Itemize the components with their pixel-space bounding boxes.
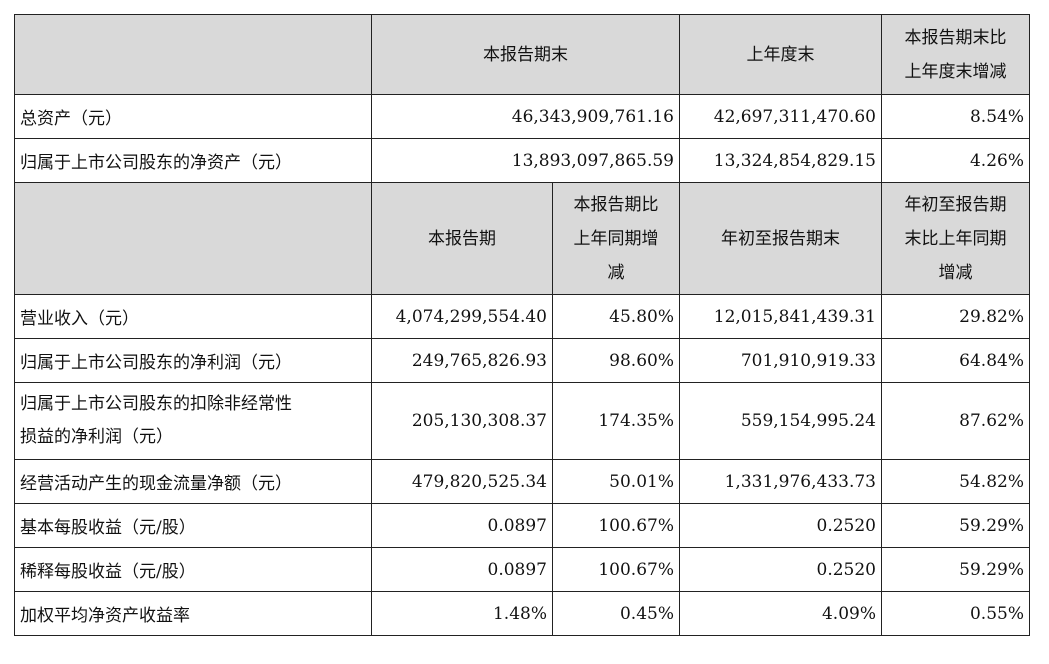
cell-ytd: 12,015,841,439.31 [679, 294, 882, 339]
header-period-change-line1: 本报告期比 [573, 194, 659, 215]
row-label-line1: 归属于上市公司股东的扣除非经常性 [20, 394, 292, 414]
cell-ytd-change: 59.29% [881, 503, 1030, 548]
header-period-end: 本报告期末 [371, 14, 680, 95]
header-ytd-change: 年初至报告期 末比上年同期 增减 [881, 182, 1030, 295]
header-blank-cell [14, 182, 372, 295]
header-ytd-change-line2: 末比上年同期 [904, 228, 1007, 249]
row-label: 归属于上市公司股东的扣除非经常性 损益的净利润（元） [14, 382, 372, 460]
cell-ytd: 0.2520 [679, 503, 882, 548]
header-ytd-change-line1: 年初至报告期 [904, 194, 1007, 215]
cell-period-change: 50.01% [552, 459, 680, 504]
cell-period: 0.0897 [371, 503, 553, 548]
row-label: 经营活动产生的现金流量净额（元） [14, 459, 372, 504]
cell-period: 0.0897 [371, 547, 553, 592]
row-label-line2: 损益的净利润（元） [20, 427, 173, 447]
cell-prior-year-end: 42,697,311,470.60 [679, 94, 882, 139]
cell-period-end: 13,893,097,865.59 [371, 138, 680, 183]
cell-period-change: 0.45% [552, 591, 680, 636]
table-row: 稀释每股收益（元/股） 0.0897 100.67% 0.2520 59.29% [14, 547, 1030, 592]
cell-ytd: 559,154,995.24 [679, 382, 882, 460]
cell-ytd-change: 54.82% [881, 459, 1030, 504]
header-period-change-line2: 上年同期增 [573, 228, 659, 249]
cell-ytd: 1,331,976,433.73 [679, 459, 882, 504]
cell-period-change: 174.35% [552, 382, 680, 460]
header-prior-year-end: 上年度末 [679, 14, 882, 95]
cell-prior-year-end: 13,324,854,829.15 [679, 138, 882, 183]
cell-ytd: 0.2520 [679, 547, 882, 592]
cell-change: 8.54% [881, 94, 1030, 139]
header-ytd-change-line3: 增减 [938, 262, 973, 283]
cell-ytd-change: 87.62% [881, 382, 1030, 460]
table-row: 归属于上市公司股东的净利润（元） 249,765,826.93 98.60% 7… [14, 338, 1030, 383]
table-header-row-income: 本报告期 本报告期比 上年同期增 减 年初至报告期末 年初至报告期 末比上年同期… [14, 182, 1030, 295]
table-header-row-balance: 本报告期末 上年度末 本报告期末比 上年度末增减 [14, 14, 1030, 95]
row-label: 总资产（元） [14, 94, 372, 139]
header-ytd: 年初至报告期末 [679, 182, 882, 295]
header-blank-cell [14, 14, 372, 95]
row-label: 归属于上市公司股东的净资产（元） [14, 138, 372, 183]
table-row: 归属于上市公司股东的扣除非经常性 损益的净利润（元） 205,130,308.3… [14, 382, 1030, 460]
header-period-change-line3: 减 [607, 262, 625, 283]
cell-ytd-change: 64.84% [881, 338, 1030, 383]
table-row: 基本每股收益（元/股） 0.0897 100.67% 0.2520 59.29% [14, 503, 1030, 548]
table-row: 加权平均净资产收益率 1.48% 0.45% 4.09% 0.55% [14, 591, 1030, 636]
cell-period: 4,074,299,554.40 [371, 294, 553, 339]
table-row: 经营活动产生的现金流量净额（元） 479,820,525.34 50.01% 1… [14, 459, 1030, 504]
header-balance-change-line1: 本报告期末比 [904, 27, 1007, 48]
header-balance-change: 本报告期末比 上年度末增减 [881, 14, 1030, 95]
cell-period-end: 46,343,909,761.16 [371, 94, 680, 139]
row-label: 加权平均净资产收益率 [14, 591, 372, 636]
cell-period-change: 98.60% [552, 338, 680, 383]
header-balance-change-line2: 上年度末增减 [904, 61, 1007, 82]
financial-summary-table: 本报告期末 上年度末 本报告期末比 上年度末增减 总资产（元） 46,343,9… [14, 14, 1030, 636]
cell-period-change: 100.67% [552, 503, 680, 548]
cell-ytd-change: 0.55% [881, 591, 1030, 636]
cell-period: 249,765,826.93 [371, 338, 553, 383]
cell-period: 205,130,308.37 [371, 382, 553, 460]
table-row: 营业收入（元） 4,074,299,554.40 45.80% 12,015,8… [14, 294, 1030, 339]
row-label: 归属于上市公司股东的净利润（元） [14, 338, 372, 383]
cell-ytd: 4.09% [679, 591, 882, 636]
cell-ytd-change: 59.29% [881, 547, 1030, 592]
cell-change: 4.26% [881, 138, 1030, 183]
cell-period-change: 45.80% [552, 294, 680, 339]
row-label: 基本每股收益（元/股） [14, 503, 372, 548]
header-current-period: 本报告期 [371, 182, 553, 295]
header-period-change: 本报告期比 上年同期增 减 [552, 182, 680, 295]
cell-period: 479,820,525.34 [371, 459, 553, 504]
cell-ytd-change: 29.82% [881, 294, 1030, 339]
cell-period-change: 100.67% [552, 547, 680, 592]
row-label: 稀释每股收益（元/股） [14, 547, 372, 592]
table-row: 归属于上市公司股东的净资产（元） 13,893,097,865.59 13,32… [14, 138, 1030, 183]
cell-ytd: 701,910,919.33 [679, 338, 882, 383]
table-row: 总资产（元） 46,343,909,761.16 42,697,311,470.… [14, 94, 1030, 139]
cell-period: 1.48% [371, 591, 553, 636]
row-label: 营业收入（元） [14, 294, 372, 339]
